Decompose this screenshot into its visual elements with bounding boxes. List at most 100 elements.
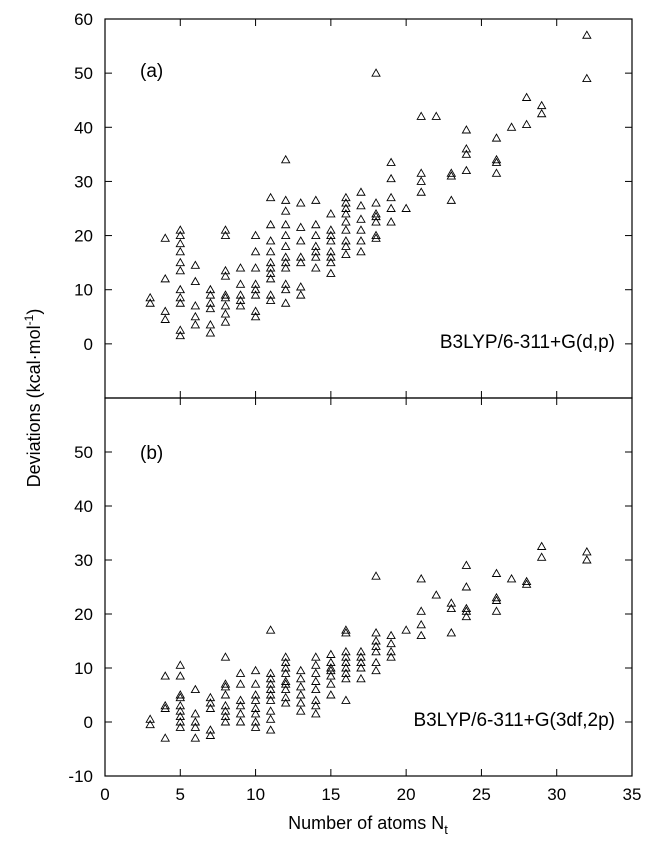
- data-point: [491, 595, 502, 604]
- y-tick-label: 30: [74, 172, 93, 191]
- data-point: [326, 246, 336, 256]
- panel-b-label: (b): [140, 443, 163, 464]
- data-point: [265, 625, 276, 634]
- data-point: [220, 706, 231, 715]
- data-point: [250, 290, 261, 299]
- data-point: [446, 627, 457, 637]
- data-point: [341, 673, 351, 683]
- data-point: [371, 230, 381, 240]
- data-point: [220, 700, 231, 710]
- data-point: [220, 271, 231, 280]
- data-point: [341, 657, 351, 667]
- y-axis-title-superscript: -1: [22, 314, 36, 325]
- y-tick-label: 40: [74, 497, 93, 516]
- data-point: [326, 671, 336, 680]
- data-point: [280, 676, 291, 685]
- x-axis-title-main: Number of atoms N: [288, 813, 444, 833]
- data-point: [250, 665, 261, 675]
- data-point: [280, 652, 291, 661]
- data-point: [175, 330, 186, 340]
- data-point: [250, 703, 261, 712]
- data-point: [250, 246, 261, 256]
- data-point: [356, 214, 366, 223]
- data-point: [280, 279, 291, 288]
- data-point: [386, 157, 396, 166]
- data-point: [235, 668, 246, 677]
- data-point: [205, 298, 216, 307]
- data-point: [386, 192, 396, 202]
- y-tick-label: 20: [74, 605, 93, 624]
- data-point: [341, 627, 351, 637]
- data-point: [250, 263, 261, 272]
- data-point: [295, 198, 306, 207]
- panel-b-frame: [104, 397, 633, 777]
- data-point: [160, 700, 171, 710]
- data-point: [235, 679, 246, 688]
- data-point: [205, 284, 216, 294]
- data-point: [461, 611, 472, 621]
- data-point: [326, 209, 336, 218]
- data-point: [265, 295, 276, 304]
- data-point: [265, 668, 276, 677]
- data-point: [341, 192, 351, 202]
- data-point: [356, 673, 366, 683]
- data-point: [431, 111, 442, 120]
- data-point: [280, 698, 291, 707]
- data-point: [265, 290, 276, 299]
- data-point: [326, 236, 336, 245]
- data-point: [491, 133, 502, 142]
- data-point: [536, 552, 547, 561]
- data-point: [341, 203, 351, 212]
- data-point: [265, 706, 276, 715]
- data-point: [250, 722, 261, 731]
- data-point: [371, 627, 381, 637]
- data-point: [356, 187, 366, 196]
- data-point: [386, 203, 396, 212]
- data-point: [175, 325, 186, 334]
- y-tick-label: 20: [74, 227, 93, 246]
- data-point: [265, 679, 276, 688]
- x-tick-label: 10: [246, 785, 265, 804]
- data-point: [341, 217, 351, 226]
- data-point: [386, 646, 396, 656]
- data-point: [311, 660, 321, 669]
- data-point: [280, 679, 291, 688]
- data-point: [356, 663, 366, 672]
- data-point: [582, 555, 592, 564]
- data-point: [250, 708, 261, 718]
- data-point: [326, 657, 336, 667]
- x-tick-labels: 0 5 10 15 20 25 30 35: [100, 785, 641, 804]
- data-point: [235, 295, 246, 304]
- data-point: [250, 311, 261, 321]
- data-point: [506, 122, 517, 131]
- data-point: [295, 252, 306, 261]
- data-point: [205, 725, 216, 734]
- panel-a-method-label: B3LYP/6-311+G(d,p): [440, 332, 615, 353]
- data-point: [295, 290, 306, 299]
- data-point: [311, 676, 321, 685]
- data-point: [356, 200, 366, 210]
- data-point: [250, 279, 261, 288]
- data-point: [536, 108, 547, 118]
- data-point: [295, 698, 306, 707]
- data-point: [235, 700, 246, 710]
- data-point: [311, 263, 321, 272]
- data-point: [341, 625, 351, 634]
- data-point: [235, 263, 246, 272]
- data-point: [341, 225, 351, 234]
- data-point: [446, 171, 457, 180]
- data-point: [190, 260, 201, 269]
- data-point: [280, 692, 291, 702]
- data-point: [145, 292, 155, 302]
- data-point: [175, 238, 186, 248]
- data-point: [160, 273, 171, 283]
- data-point: [461, 560, 472, 569]
- data-point: [311, 668, 321, 677]
- y-tick-label: 10: [74, 659, 93, 678]
- x-axis-title: Number of atoms Nt: [288, 813, 448, 837]
- data-point: [175, 257, 186, 267]
- data-point: [461, 125, 472, 134]
- x-tick-label: 25: [472, 785, 491, 804]
- x-tick-label: 20: [397, 785, 416, 804]
